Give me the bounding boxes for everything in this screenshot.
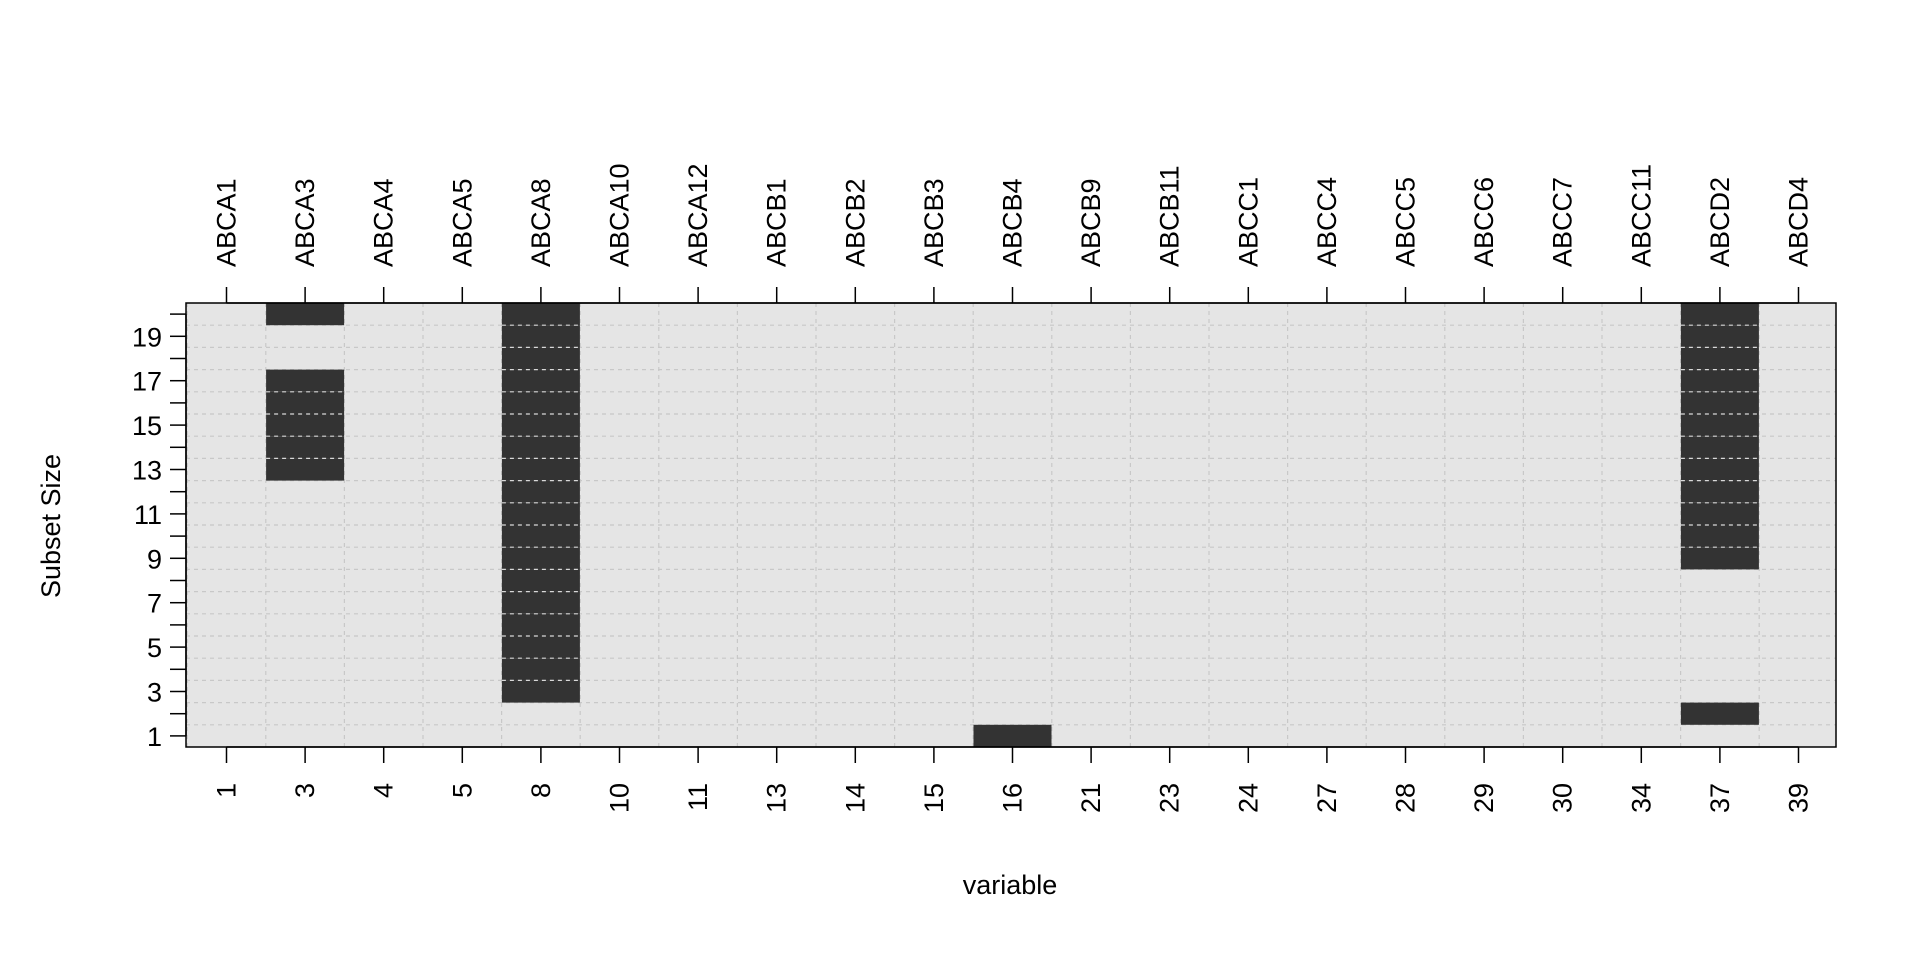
bottom-axis: 1 3 4 5 8 10 11 13 14 15 16 21 23 24 27 28 29 30 34 37 39 — [212, 746, 1814, 813]
top-tick-label: ABCB11 — [1155, 165, 1185, 267]
selected-cell — [1680, 325, 1759, 348]
selected-cell — [266, 391, 345, 414]
top-tick-label: ABCA8 — [526, 178, 556, 267]
selected-cell — [1680, 369, 1759, 392]
selected-cell — [266, 369, 345, 392]
top-tick-label: ABCC11 — [1626, 164, 1656, 267]
selected-cell — [501, 303, 580, 326]
left-tick-label: 19 — [132, 322, 162, 352]
top-tick-label: ABCC6 — [1469, 177, 1499, 267]
selected-cell — [501, 369, 580, 392]
left-tick-label: 9 — [147, 544, 162, 574]
bottom-tick-label: 39 — [1784, 783, 1814, 813]
bottom-tick-label: 3 — [290, 783, 320, 798]
selected-cell — [1680, 480, 1759, 503]
selected-cell — [501, 502, 580, 525]
selected-cell — [501, 591, 580, 614]
selected-cell — [1680, 502, 1759, 525]
selected-cell — [1680, 347, 1759, 370]
bottom-tick-label: 21 — [1076, 783, 1106, 813]
selected-cell — [501, 636, 580, 659]
top-tick-label: ABCC1 — [1233, 177, 1263, 267]
selected-cell — [501, 480, 580, 503]
y-axis-label: Subset Size — [36, 454, 66, 598]
selected-cell — [1680, 458, 1759, 481]
bottom-tick-label: 1 — [212, 783, 242, 798]
selected-cell — [1680, 303, 1759, 326]
selected-cell — [501, 525, 580, 548]
left-tick-label: 17 — [132, 367, 162, 397]
top-tick-label: ABCA12 — [683, 163, 713, 267]
selected-cell — [973, 724, 1052, 747]
x-axis-label: variable — [963, 870, 1058, 900]
bottom-tick-label: 15 — [919, 783, 949, 813]
top-tick-label: ABCA4 — [369, 178, 399, 267]
selected-cells — [266, 303, 1759, 747]
selected-cell — [501, 658, 580, 681]
selected-cell — [501, 325, 580, 348]
top-tick-label: ABCA3 — [290, 178, 320, 267]
left-tick-label: 1 — [147, 722, 162, 752]
bottom-tick-label: 13 — [762, 783, 792, 813]
top-tick-label: ABCB1 — [762, 178, 792, 267]
top-tick-label: ABCD2 — [1705, 177, 1735, 267]
top-tick-label: ABCA10 — [605, 163, 635, 267]
bottom-tick-label: 10 — [605, 783, 635, 813]
top-tick-label: ABCB3 — [919, 178, 949, 267]
selected-cell — [501, 436, 580, 459]
selected-cell — [266, 458, 345, 481]
selected-cell — [1680, 702, 1759, 725]
selected-cell — [1680, 525, 1759, 548]
top-tick-label: ABCD4 — [1784, 177, 1814, 267]
top-tick-label: ABCB2 — [840, 178, 870, 267]
selected-cell — [266, 414, 345, 437]
bottom-tick-label: 16 — [998, 783, 1028, 813]
top-tick-label: ABCC4 — [1312, 177, 1342, 267]
bottom-tick-label: 4 — [369, 783, 399, 798]
top-tick-label: ABCA1 — [212, 178, 242, 267]
top-tick-label: ABCB4 — [998, 178, 1028, 267]
bottom-tick-label: 23 — [1155, 783, 1185, 813]
bottom-tick-label: 11 — [683, 783, 713, 811]
bottom-tick-label: 5 — [447, 783, 477, 798]
selected-cell — [1680, 547, 1759, 570]
bottom-tick-label: 14 — [840, 783, 870, 813]
top-tick-label: ABCC5 — [1391, 177, 1421, 267]
selected-cell — [501, 613, 580, 636]
selected-cell — [501, 680, 580, 703]
bottom-tick-label: 34 — [1626, 783, 1656, 813]
bottom-tick-label: 24 — [1233, 783, 1263, 813]
bottom-tick-label: 27 — [1312, 783, 1342, 813]
selected-cell — [266, 436, 345, 459]
top-axis: ABCA1 ABCA3 ABCA4 ABCA5 ABCA8 ABCA10 ABCA12 ABC… — [212, 163, 1814, 304]
bottom-tick-label: 29 — [1469, 783, 1499, 813]
selected-cell — [501, 414, 580, 437]
left-tick-label: 11 — [134, 500, 162, 530]
left-tick-label: 13 — [132, 456, 162, 486]
bottom-tick-label: 37 — [1705, 783, 1735, 813]
selected-cell — [266, 303, 345, 326]
selected-cell — [1680, 391, 1759, 414]
left-tick-label: 7 — [147, 589, 162, 619]
top-tick-label: ABCB9 — [1076, 178, 1106, 267]
selected-cell — [501, 391, 580, 414]
bottom-tick-label: 8 — [526, 783, 556, 798]
top-tick-label: ABCC7 — [1548, 177, 1578, 267]
selected-cell — [501, 347, 580, 370]
left-tick-label: 5 — [147, 633, 162, 663]
selected-cell — [1680, 436, 1759, 459]
bottom-tick-label: 28 — [1391, 783, 1421, 813]
left-tick-label: 3 — [147, 678, 162, 708]
selected-cell — [501, 458, 580, 481]
selected-cell — [501, 569, 580, 592]
top-tick-label: ABCA5 — [447, 178, 477, 267]
selected-cell — [1680, 414, 1759, 437]
bottom-tick-label: 30 — [1548, 783, 1578, 813]
left-tick-label: 15 — [132, 411, 162, 441]
selected-cell — [501, 547, 580, 570]
